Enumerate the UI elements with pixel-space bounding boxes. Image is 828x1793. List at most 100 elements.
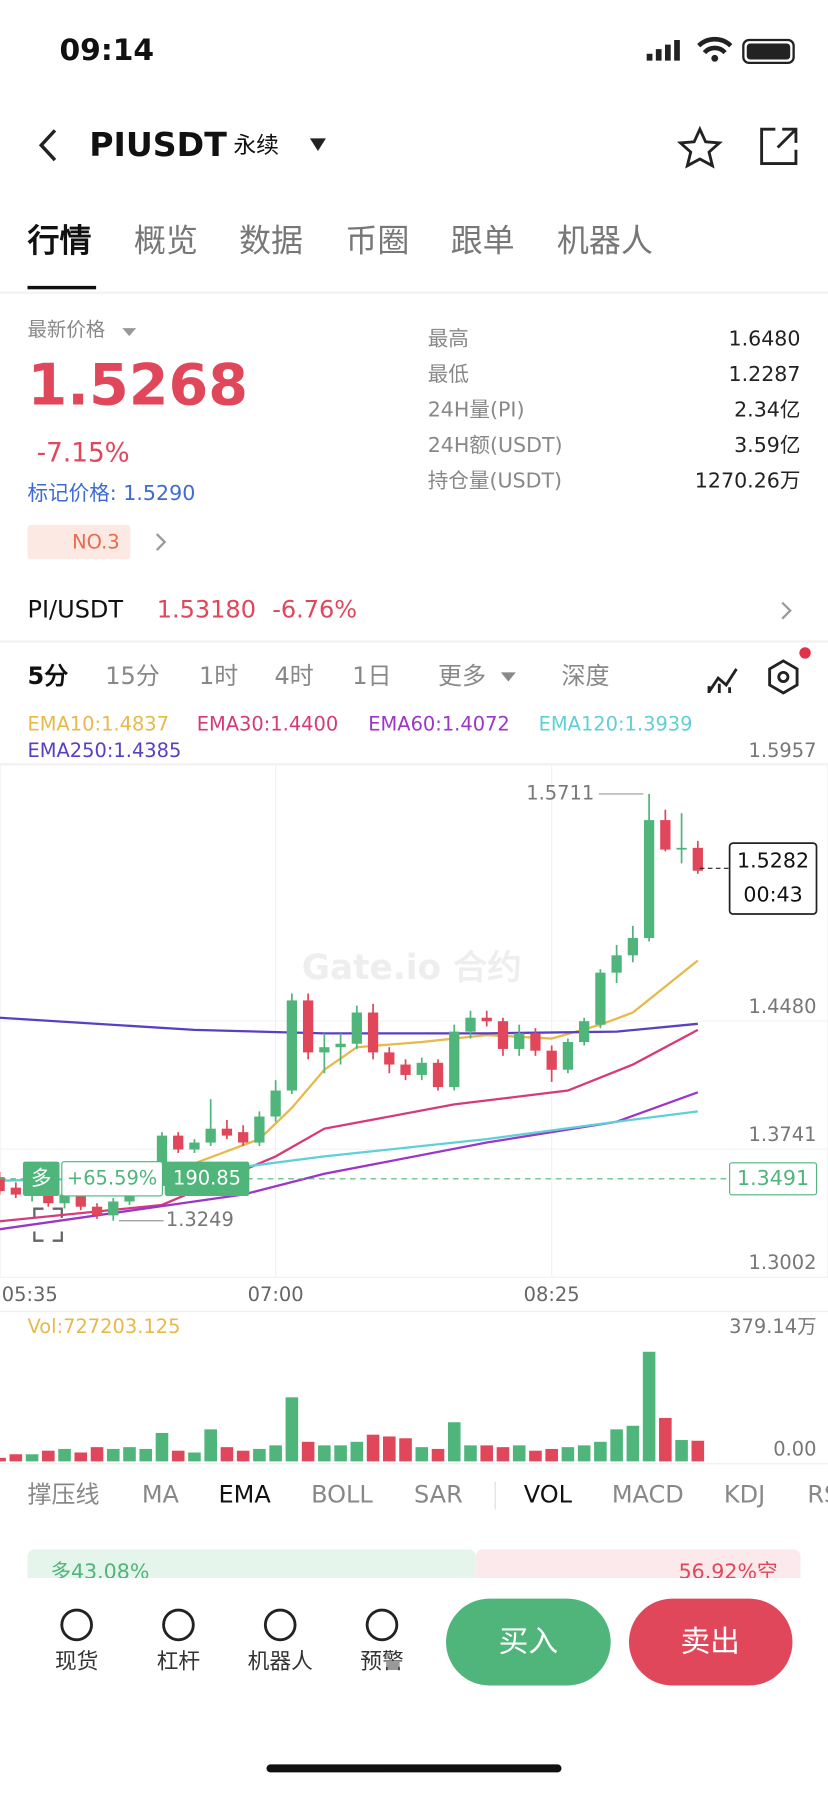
volume-bar — [25, 1454, 39, 1462]
tab-indicator — [27, 285, 97, 290]
volume-bar — [383, 1436, 396, 1462]
nav-label[interactable]: 杠杆 — [157, 1650, 200, 1675]
candle-body — [302, 1000, 314, 1053]
tab[interactable]: 机器人 — [557, 221, 653, 259]
position-size-box — [164, 1161, 250, 1196]
volume-bar — [496, 1447, 510, 1462]
interval[interactable]: 1时 — [199, 662, 238, 690]
nav-label[interactable]: 预警 — [360, 1650, 403, 1675]
volume-label: Vol:727203.125 — [27, 1315, 180, 1338]
y-tick-label: 1.4480 — [749, 995, 817, 1018]
volume-bar — [9, 1454, 23, 1462]
candle-body — [238, 1132, 249, 1143]
index-price: 1.53180 — [157, 596, 256, 624]
candle-body — [221, 1128, 233, 1136]
candle-body — [400, 1064, 411, 1075]
volume-bar — [480, 1445, 494, 1462]
interval[interactable]: 5分 — [27, 662, 68, 690]
ema-line — [161, 959, 699, 1186]
legend-entry: EMA60:1.4072 — [368, 712, 510, 735]
indicator-tab[interactable]: VOL — [524, 1481, 573, 1509]
volume-bar — [188, 1452, 201, 1462]
sell-label: 卖出 — [680, 1625, 739, 1660]
indicator-tab[interactable]: MACD — [612, 1481, 684, 1509]
low-label: 1.3249 — [166, 1208, 234, 1231]
home-indicator — [266, 1764, 562, 1773]
volume-bar — [204, 1429, 217, 1462]
high-label: 1.5711 — [526, 781, 594, 804]
price-box-value: 1.5282 — [737, 848, 809, 872]
volume-bar — [171, 1450, 185, 1462]
position-side-box — [22, 1161, 60, 1196]
candle-body — [497, 1021, 509, 1049]
legend-entry: EMA10:1.4837 — [27, 712, 169, 735]
interval[interactable]: 1日 — [352, 662, 391, 690]
candle-body — [579, 1021, 590, 1043]
stat-value: 1270.26万 — [695, 468, 801, 492]
candle-body — [10, 1187, 21, 1195]
volume-bar — [220, 1447, 234, 1462]
tab[interactable]: 行情 — [27, 221, 91, 259]
tab[interactable]: 跟单 — [451, 221, 515, 259]
volume-bar — [90, 1447, 104, 1462]
nav-icon — [365, 1608, 399, 1642]
position-pnl-box — [61, 1161, 164, 1197]
indicator-tab[interactable]: EMA — [218, 1481, 271, 1509]
candle-body — [676, 847, 687, 850]
sell-button[interactable] — [628, 1598, 793, 1686]
stat-label: 最高 — [428, 327, 469, 351]
index-pair: PI/USDT — [27, 596, 123, 624]
interval[interactable]: 深度 — [562, 662, 610, 690]
indicator-tab[interactable]: SAR — [414, 1481, 463, 1509]
volume-bar — [236, 1450, 250, 1462]
tab[interactable]: 币圈 — [345, 221, 409, 259]
candle-body — [530, 1033, 541, 1051]
interval[interactable]: 4时 — [274, 662, 313, 690]
candle-body — [611, 955, 622, 973]
stat-value: 3.59亿 — [734, 433, 800, 457]
volume-bar — [545, 1448, 558, 1462]
divider — [0, 640, 828, 643]
stat-label: 24H量(PI) — [428, 398, 525, 422]
candle-body — [319, 1047, 330, 1053]
watermark: Gate.io 合约 — [302, 948, 522, 988]
tab[interactable]: 数据 — [239, 221, 303, 259]
volume-bar — [334, 1445, 347, 1462]
nav-label[interactable]: 现货 — [55, 1650, 98, 1675]
indicator-tab[interactable]: KDJ — [724, 1481, 765, 1509]
contract-type: 永续 — [233, 133, 279, 159]
position-size: 190.85 — [173, 1166, 241, 1189]
buy-label: 买入 — [499, 1625, 558, 1660]
interval[interactable]: 更多 — [438, 662, 486, 690]
nav-icon — [162, 1608, 195, 1642]
indicator-tab[interactable]: MA — [142, 1481, 180, 1509]
nav-label[interactable]: 机器人 — [248, 1650, 313, 1675]
indicator-tab[interactable]: BOLL — [311, 1481, 373, 1509]
volume-bar — [366, 1434, 380, 1462]
symbol: PIUSDT — [89, 125, 227, 164]
candle-body — [286, 1000, 298, 1091]
candle-body — [254, 1116, 265, 1143]
candle-body — [156, 1135, 168, 1186]
tab[interactable]: 概览 — [134, 221, 198, 259]
ema-line — [0, 1091, 699, 1231]
stat-label: 最低 — [428, 362, 469, 386]
buy-button[interactable] — [446, 1598, 611, 1686]
volume-tick-label: 0.00 — [773, 1437, 816, 1460]
volume-bar — [139, 1448, 153, 1462]
candle-body — [465, 1017, 476, 1032]
ema-line — [0, 1016, 698, 1035]
interval[interactable]: 15分 — [105, 662, 160, 690]
indicator-tab[interactable]: 撑压线 — [27, 1481, 99, 1509]
position-price-box — [729, 1162, 818, 1196]
indicator-tab[interactable]: RSI — [807, 1481, 828, 1509]
volume-bar — [285, 1397, 299, 1462]
volume-bar — [642, 1351, 656, 1462]
volume-bar — [123, 1447, 136, 1462]
candle-body — [335, 1043, 346, 1048]
volume-bar — [155, 1432, 169, 1462]
volume-bar — [594, 1441, 607, 1462]
volume-bar — [74, 1452, 88, 1462]
